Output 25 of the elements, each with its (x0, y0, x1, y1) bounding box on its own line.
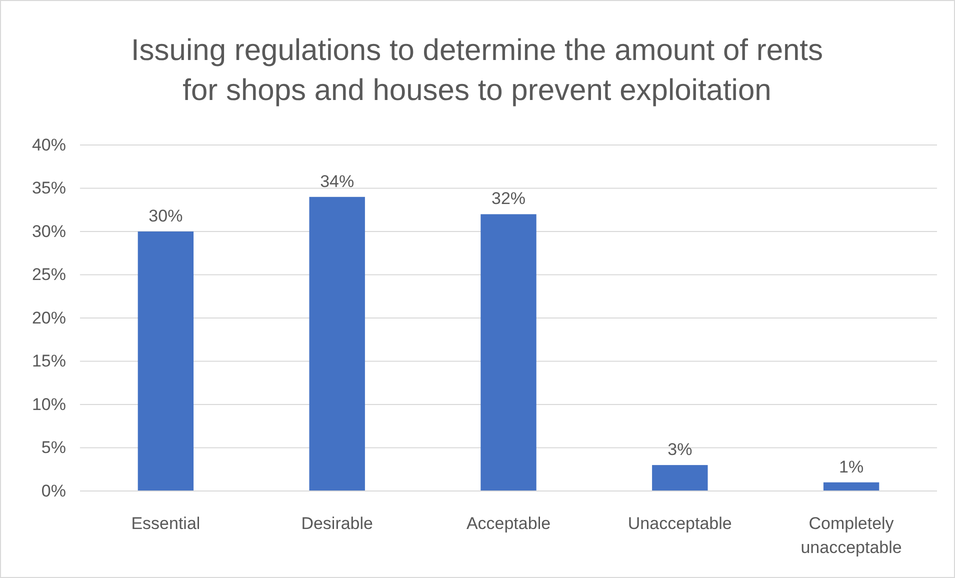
bar (138, 232, 194, 491)
bar (652, 465, 708, 491)
y-tick-label: 25% (32, 265, 66, 284)
y-tick-label: 40% (32, 135, 66, 154)
y-tick-label: 10% (32, 394, 66, 414)
chart-title: Issuing regulations to determine the amount of rents for shops and houses to prevent exploitation (130, 34, 824, 107)
y-tick-label: 0% (41, 481, 66, 500)
y-tick-label: 5% (41, 438, 66, 458)
x-tick-label: Acceptable (466, 514, 551, 533)
y-tick-label: 30% (32, 222, 66, 241)
bar (823, 482, 880, 491)
data-label: 32% (491, 189, 526, 208)
y-tick-label: 35% (32, 178, 66, 198)
x-tick-label: Unacceptable (628, 514, 732, 533)
y-tick-label: 20% (32, 308, 66, 328)
bar (309, 196, 365, 491)
data-label: 34% (320, 172, 354, 191)
bar (480, 214, 536, 491)
data-label: 3% (668, 440, 692, 460)
x-tick-label: Essential (131, 514, 200, 533)
data-label: 1% (839, 457, 864, 476)
x-tick-label: Completely unacceptable (800, 514, 902, 557)
data-label: 30% (148, 206, 183, 226)
x-tick-label: Desirable (301, 514, 374, 533)
y-tick-label: 15% (32, 352, 66, 371)
